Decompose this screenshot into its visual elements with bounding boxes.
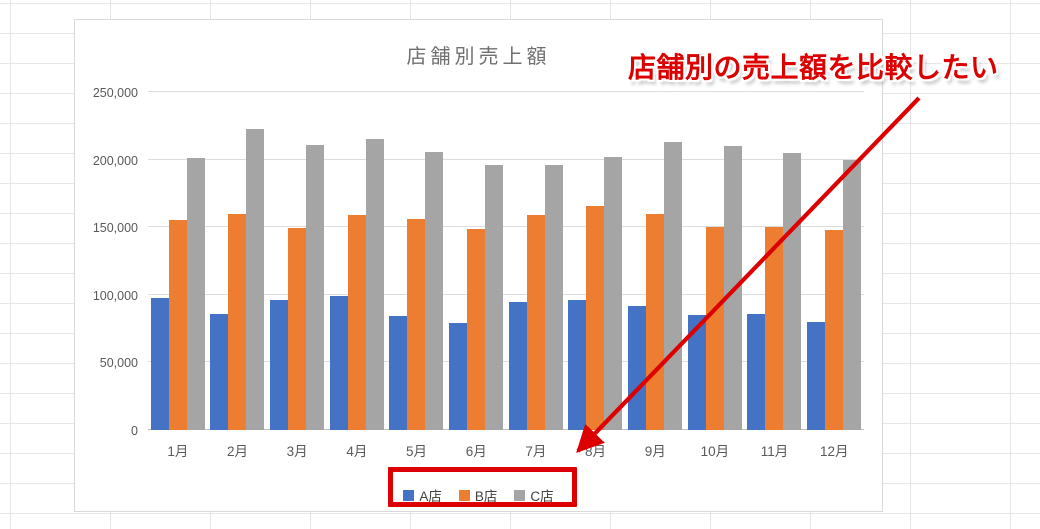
x-tick-label-9月[interactable]: 9月 [644,444,666,459]
bar-group-8月 [566,92,626,430]
x-tick-label-10月[interactable]: 10月 [700,444,730,459]
bar-group-3月 [267,92,327,430]
legend-swatch-B店 [458,489,470,501]
bar-C店-9月[interactable] [664,142,683,430]
bar-group-10月 [685,92,745,430]
x-tick-label-4月[interactable]: 4月 [346,444,368,459]
y-tick-label[interactable]: 100,000 [92,288,138,303]
chart-legend[interactable]: A店 B店 C店 [75,486,882,504]
bar-C店-3月[interactable] [306,144,325,430]
bar-B店-4月[interactable] [347,215,366,430]
bar-B店-9月[interactable] [646,213,665,430]
bar-C店-11月[interactable] [783,152,802,430]
plot-area [148,91,864,430]
bar-B店-6月[interactable] [467,228,486,430]
legend-label-B店: B店 [474,489,498,504]
legend-item-B店[interactable]: B店 [458,485,498,505]
bar-B店-5月[interactable] [407,219,426,430]
x-tick-label-11月[interactable]: 11月 [760,444,789,459]
gridline [148,361,864,363]
chart-title[interactable]: 店舗別売上額 [406,46,551,68]
legend-swatch-A店 [403,489,415,501]
legend-highlight-box[interactable] [388,467,577,507]
gridline [148,226,864,228]
bar-C店-7月[interactable] [544,165,563,430]
bar-C店-4月[interactable] [365,139,384,430]
bar-group-9月 [625,92,685,430]
legend-item-A店[interactable]: A店 [403,485,442,505]
x-tick-label-2月[interactable]: 2月 [227,444,249,459]
bar-C店-10月[interactable] [723,146,742,430]
x-tick-label-7月[interactable]: 7月 [525,444,547,459]
x-axis-labels[interactable]: 1月 2月 3月 4月 5月 6月 7月 8月 9月 10月 11月 12月 [148,440,864,460]
x-tick-label-1月[interactable]: 1月 [167,444,189,459]
bar-group-5月 [387,92,447,430]
bar-A店-5月[interactable] [389,316,408,430]
x-axis-line [148,429,864,430]
bar-A店-6月[interactable] [449,322,468,430]
legend-item-C店[interactable]: C店 [514,485,554,505]
y-tick-label[interactable]: 200,000 [92,153,138,168]
bar-C店-6月[interactable] [485,165,504,430]
bar-group-4月 [327,92,387,430]
y-tick-label[interactable]: 0 [131,424,138,438]
gridline [148,91,864,92]
x-tick-label-12月[interactable]: 12月 [819,444,849,459]
bar-B店-8月[interactable] [586,206,605,430]
legend-swatch-C店 [514,489,526,501]
bar-A店-8月[interactable] [568,300,587,430]
bar-A店-9月[interactable] [628,306,647,430]
bar-C店-12月[interactable] [843,160,862,430]
y-tick-label[interactable]: 50,000 [99,356,138,371]
bar-C店-5月[interactable] [425,152,444,430]
bar-B店-7月[interactable] [526,215,545,430]
bar-A店-4月[interactable] [329,296,348,430]
bar-C店-8月[interactable] [604,156,623,430]
bar-group-11月 [745,92,805,430]
bar-group-6月 [446,92,506,430]
x-tick-label-3月[interactable]: 3月 [286,444,308,459]
legend-label-A店: A店 [419,489,442,504]
bar-A店-1月[interactable] [150,297,169,430]
bar-group-12月 [804,92,864,430]
x-tick-label-5月[interactable]: 5月 [406,444,428,459]
gridline [148,293,864,295]
annotation-note[interactable]: 店舗別の売上額を比較したい [628,52,999,83]
bar-C店-2月[interactable] [246,128,265,430]
x-tick-label-6月[interactable]: 6月 [465,444,487,459]
bar-group-1月 [148,92,208,430]
bar-B店-2月[interactable] [228,213,247,430]
bar-group-7月 [506,92,566,430]
bar-B店-11月[interactable] [765,227,784,430]
bar-A店-10月[interactable] [687,315,706,430]
y-axis-tick-labels[interactable]: 0 50,000 100,000 150,000 200,000 250,000 [75,86,138,438]
bar-C店-1月[interactable] [186,158,205,430]
bar-A店-11月[interactable] [747,313,766,430]
gridline [148,158,864,160]
bar-A店-2月[interactable] [210,313,229,430]
bar-B店-10月[interactable] [705,227,724,430]
x-tick-label-8月[interactable]: 8月 [585,444,607,459]
bar-A店-3月[interactable] [270,300,289,430]
chart-area[interactable]: 店舗別売上額 0 50,000 100,000 150,000 200,000 250,0… [74,19,883,512]
bar-A店-12月[interactable] [807,321,826,430]
bar-A店-7月[interactable] [508,301,527,430]
bar-B店-3月[interactable] [288,227,307,430]
legend-label-C店: C店 [530,489,554,504]
bar-B店-12月[interactable] [825,229,844,430]
bar-B店-1月[interactable] [168,220,187,430]
y-tick-label[interactable]: 250,000 [92,86,138,100]
bar-group-2月 [208,92,268,430]
y-tick-label[interactable]: 150,000 [92,221,138,236]
